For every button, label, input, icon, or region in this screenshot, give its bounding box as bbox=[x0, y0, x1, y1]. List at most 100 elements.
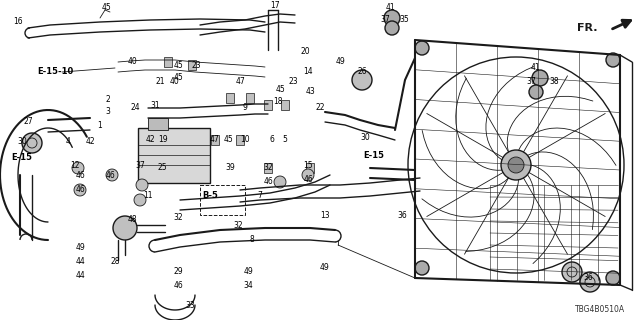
Text: 46: 46 bbox=[105, 171, 115, 180]
Text: 7: 7 bbox=[257, 190, 262, 199]
Circle shape bbox=[415, 261, 429, 275]
Text: 27: 27 bbox=[23, 117, 33, 126]
Text: 37: 37 bbox=[526, 77, 536, 86]
Text: 35: 35 bbox=[399, 15, 409, 25]
Text: 45: 45 bbox=[173, 60, 183, 69]
Text: 2: 2 bbox=[106, 95, 110, 105]
Text: FR.: FR. bbox=[577, 23, 598, 33]
Circle shape bbox=[562, 262, 582, 282]
Text: 23: 23 bbox=[191, 60, 201, 69]
Text: 44: 44 bbox=[75, 270, 85, 279]
Text: 33: 33 bbox=[185, 300, 195, 309]
Bar bbox=[306, 163, 314, 173]
Text: 16: 16 bbox=[13, 18, 23, 27]
Text: 32: 32 bbox=[233, 220, 243, 229]
Text: 34: 34 bbox=[243, 281, 253, 290]
Text: 45: 45 bbox=[102, 4, 112, 12]
Text: 46: 46 bbox=[263, 178, 273, 187]
Circle shape bbox=[532, 70, 548, 86]
Text: 46: 46 bbox=[303, 175, 313, 185]
Bar bbox=[164, 57, 172, 67]
Circle shape bbox=[74, 184, 86, 196]
Bar bbox=[236, 135, 244, 145]
Text: B-5: B-5 bbox=[202, 190, 218, 199]
Text: 38: 38 bbox=[549, 77, 559, 86]
Bar bbox=[264, 163, 272, 173]
Circle shape bbox=[302, 169, 314, 181]
Text: 42: 42 bbox=[85, 138, 95, 147]
Text: E-15-10: E-15-10 bbox=[37, 68, 73, 76]
Circle shape bbox=[508, 157, 524, 173]
Text: 37: 37 bbox=[380, 15, 390, 25]
Bar bbox=[281, 100, 289, 110]
Circle shape bbox=[134, 194, 146, 206]
Text: 42: 42 bbox=[145, 135, 155, 145]
Text: 9: 9 bbox=[243, 103, 248, 113]
Text: 19: 19 bbox=[158, 135, 168, 145]
Circle shape bbox=[580, 272, 600, 292]
Text: TBG4B0510A: TBG4B0510A bbox=[575, 305, 625, 314]
Text: 24: 24 bbox=[130, 103, 140, 113]
Bar bbox=[246, 93, 254, 103]
Text: 46: 46 bbox=[75, 186, 85, 195]
Circle shape bbox=[385, 21, 399, 35]
Circle shape bbox=[274, 176, 286, 188]
Text: 36: 36 bbox=[397, 211, 407, 220]
Text: 6: 6 bbox=[269, 135, 275, 145]
Text: 14: 14 bbox=[303, 68, 313, 76]
Circle shape bbox=[415, 41, 429, 55]
Text: 45: 45 bbox=[223, 135, 233, 145]
Circle shape bbox=[529, 85, 543, 99]
Text: 23: 23 bbox=[288, 77, 298, 86]
Bar bbox=[148, 118, 168, 130]
Circle shape bbox=[606, 53, 620, 67]
Text: 49: 49 bbox=[320, 263, 330, 273]
Text: 8: 8 bbox=[250, 236, 254, 244]
Bar bbox=[200, 185, 245, 215]
Circle shape bbox=[136, 179, 148, 191]
Text: 32: 32 bbox=[263, 164, 273, 172]
Circle shape bbox=[384, 10, 400, 26]
Text: 30: 30 bbox=[360, 133, 370, 142]
Text: 49: 49 bbox=[335, 58, 345, 67]
Circle shape bbox=[106, 169, 118, 181]
Text: 11: 11 bbox=[143, 190, 153, 199]
Text: 37: 37 bbox=[135, 161, 145, 170]
Text: 3: 3 bbox=[106, 108, 111, 116]
Text: 36: 36 bbox=[583, 274, 593, 283]
Text: 18: 18 bbox=[273, 98, 283, 107]
Text: 12: 12 bbox=[70, 161, 80, 170]
Text: 28: 28 bbox=[110, 258, 120, 267]
Text: 45: 45 bbox=[275, 85, 285, 94]
Circle shape bbox=[352, 70, 372, 90]
Text: E-15: E-15 bbox=[12, 154, 33, 163]
Text: 32: 32 bbox=[173, 213, 183, 222]
Text: 40: 40 bbox=[128, 58, 138, 67]
Bar bbox=[138, 128, 210, 183]
Circle shape bbox=[72, 162, 84, 174]
Text: 15: 15 bbox=[303, 161, 313, 170]
Text: 47: 47 bbox=[235, 77, 245, 86]
Bar bbox=[264, 100, 272, 110]
Bar bbox=[211, 135, 219, 145]
Text: 48: 48 bbox=[127, 215, 137, 225]
Text: 20: 20 bbox=[300, 47, 310, 57]
Text: 46: 46 bbox=[75, 171, 85, 180]
Text: E-15: E-15 bbox=[364, 150, 385, 159]
Text: 13: 13 bbox=[320, 211, 330, 220]
Bar bbox=[188, 60, 196, 70]
Text: 31: 31 bbox=[150, 100, 160, 109]
Text: 26: 26 bbox=[357, 68, 367, 76]
Text: 47: 47 bbox=[210, 135, 220, 145]
Text: 44: 44 bbox=[75, 258, 85, 267]
Text: 21: 21 bbox=[156, 77, 164, 86]
Text: 49: 49 bbox=[75, 244, 85, 252]
Circle shape bbox=[113, 216, 137, 240]
Text: 25: 25 bbox=[157, 164, 167, 172]
Text: 17: 17 bbox=[270, 2, 280, 11]
Text: 30: 30 bbox=[17, 138, 27, 147]
Circle shape bbox=[501, 150, 531, 180]
Text: 39: 39 bbox=[225, 164, 235, 172]
Text: 29: 29 bbox=[173, 268, 183, 276]
Text: 1: 1 bbox=[98, 121, 102, 130]
